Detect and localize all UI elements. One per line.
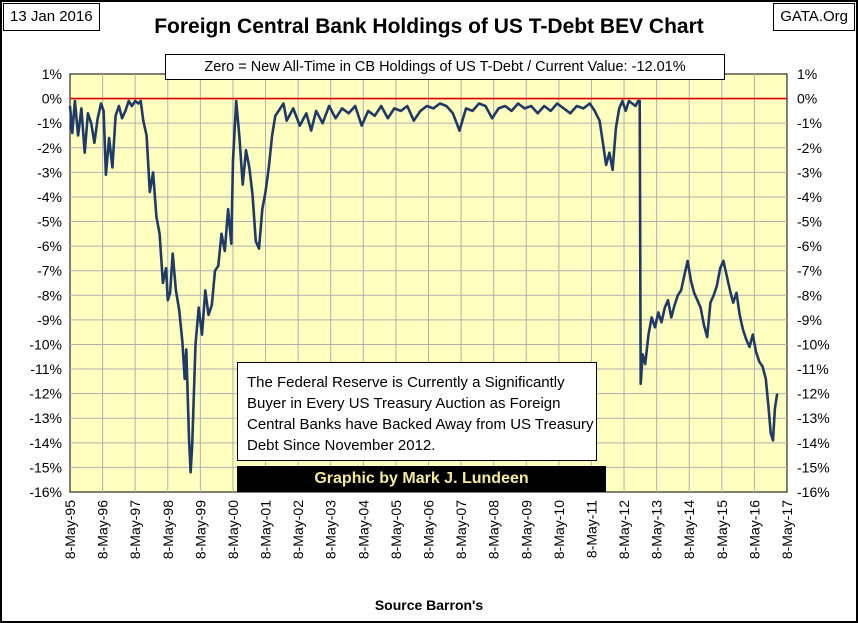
x-axis-labels: 8-May-95 8-May-96 8-May-97 8-May-98 8-May-99… [62,500,795,559]
y-tick-label-left: -12% [29,386,62,402]
x-tick-label: 8-May-06 [421,500,437,559]
y-tick-label-right: -14% [797,435,830,451]
source-site-label: GATA.Org [773,3,855,31]
y-tick-label-right: -12% [797,386,830,402]
x-tick-label: 8-May-17 [779,500,795,559]
x-tick-label: 8-May-15 [714,500,730,559]
y-tick-label-right: -5% [797,214,822,230]
y-tick-label-right: -8% [797,287,822,303]
series-line [68,99,779,474]
y-tick-label-right: 1% [797,66,817,82]
series-group [68,99,779,474]
x-tick-label: 8-May-96 [95,500,111,559]
x-tick-label: 8-May-09 [518,500,534,559]
credit-banner: Graphic by Mark J. Lundeen [237,466,606,492]
y-tick-label-right: -10% [797,336,830,352]
y-tick-label-left: -13% [29,410,62,426]
chart-title: Foreign Central Bank Holdings of US T-De… [154,15,704,38]
x-tick-label: 8-May-03 [323,500,339,559]
y-tick-label-left: -1% [37,115,62,131]
y-tick-label-left: -3% [37,164,62,180]
annotation-box: The Federal Reserve is Currently a Signi… [237,362,597,461]
y-tick-label-right: -4% [797,189,822,205]
y-tick-label-right: -9% [797,312,822,328]
y-tick-label-right: -1% [797,115,822,131]
x-tick-label: 8-May-10 [551,500,567,559]
date-label: 13 Jan 2016 [3,3,100,31]
y-tick-label-right: -13% [797,410,830,426]
y-tick-label-right: -15% [797,459,830,475]
x-tick-label: 8-May-16 [746,500,762,559]
y-tick-label-left: -16% [29,484,62,500]
y-tick-label-left: 1% [42,66,62,82]
x-tick-label: 8-May-07 [453,500,469,559]
y-tick-label-left: -4% [37,189,62,205]
y-tick-label-right: -6% [797,238,822,254]
y-tick-label-right: -7% [797,263,822,279]
x-tick-label: 8-May-95 [62,500,78,559]
x-tick-label: 8-May-04 [355,500,371,559]
x-tick-label: 8-May-12 [616,500,632,559]
x-tick-label: 8-May-98 [160,500,176,559]
x-tick-label: 8-May-14 [681,500,697,559]
y-tick-label-right: -16% [797,484,830,500]
y-tick-label-right: 0% [797,91,817,107]
y-tick-label-left: 0% [42,91,62,107]
y-tick-label-left: -11% [30,361,62,377]
y-tick-label-left: -8% [37,287,62,303]
y-tick-label-left: -6% [37,238,62,254]
y-axis-left-labels: 1% 0% -1% -2% -3% -4% -5% -6% -7% -8% -9% -10% -11% -… [29,66,62,500]
y-axis-right-labels: 1% 0% -1% -2% -3% -4% -5% -6% -7% -8% -9% -10% -11% -… [797,66,830,500]
x-tick-label: 8-May-00 [225,500,241,559]
y-tick-label-right: -11% [797,361,829,377]
y-tick-label-left: -10% [29,336,62,352]
x-axis-source-label: Source Barron's [374,597,484,613]
zero-note-box: Zero = New All-Time in CB Holdings of US… [165,54,725,80]
y-tick-label-left: -14% [29,435,62,451]
y-tick-label-left: -15% [29,459,62,475]
x-tick-label: 8-May-97 [127,500,143,559]
y-tick-label-left: -5% [37,214,62,230]
x-tick-label: 8-May-11 [583,500,599,558]
y-tick-label-left: -2% [37,140,62,156]
y-tick-label-right: -3% [797,164,822,180]
y-tick-label-left: -9% [37,312,62,328]
y-tick-label-left: -7% [37,263,62,279]
x-tick-label: 8-May-08 [486,500,502,559]
x-tick-label: 8-May-99 [192,500,208,559]
x-tick-label: 8-May-02 [290,500,306,559]
x-tick-label: 8-May-01 [258,500,274,559]
y-tick-label-right: -2% [797,140,822,156]
x-tick-label: 8-May-13 [649,500,665,559]
x-tick-label: 8-May-05 [388,500,404,559]
